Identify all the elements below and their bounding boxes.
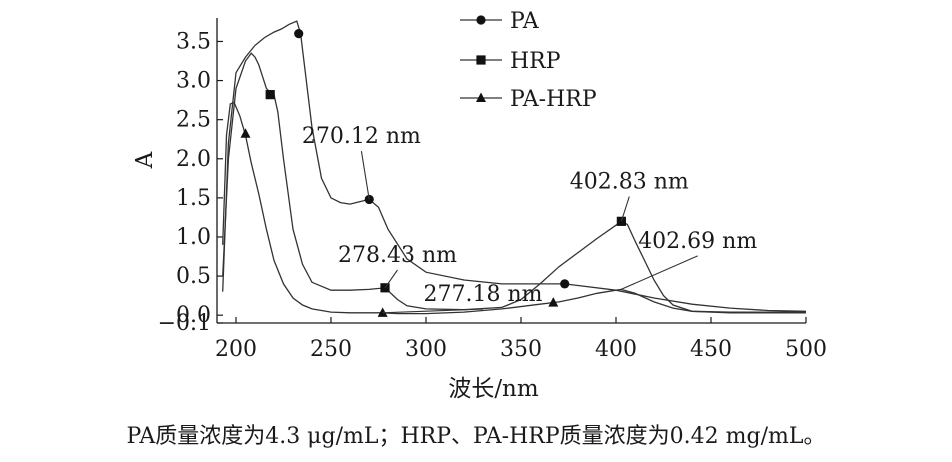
series-line-hrp (222, 52, 806, 313)
x-tick-label: 500 (785, 337, 827, 362)
y-tick-label: 1.0 (176, 225, 211, 250)
peak-annotation: 270.12 nm (302, 124, 421, 149)
y-tick-label: 0.0 (176, 303, 211, 328)
series-line-pa (222, 20, 807, 312)
data-marker-pa-hrp (240, 128, 251, 138)
x-tick-label: 350 (500, 337, 542, 362)
x-tick-label: 400 (595, 337, 637, 362)
data-marker-hrp (380, 283, 390, 293)
y-tick-label: 3.0 (176, 69, 211, 94)
annotation-leader (620, 255, 698, 290)
data-marker-pa (294, 29, 304, 39)
y-tick-label: 0.5 (176, 264, 211, 289)
annotation-leader (620, 196, 630, 222)
annotation-leader (384, 269, 398, 289)
legend-label: PA-HRP (510, 87, 597, 112)
legend-label: HRP (510, 49, 561, 74)
peak-annotation: 277.18 nm (423, 282, 542, 307)
x-tick-label: 200 (215, 337, 257, 362)
peak-annotation: 402.69 nm (638, 229, 757, 254)
data-marker-hrp (265, 90, 275, 100)
legend-label: PA (510, 9, 540, 34)
x-tick-label: 300 (405, 337, 447, 362)
x-tick-label: 450 (690, 337, 732, 362)
y-tick-label: 1.5 (176, 186, 211, 211)
data-marker-hrp (616, 216, 626, 226)
y-tick-label: 2.5 (176, 108, 211, 133)
y-tick-label: −0.1 (158, 311, 211, 336)
x-tick-label: 250 (310, 337, 352, 362)
series-line-pa-hrp (222, 101, 806, 315)
data-marker-pa (560, 279, 570, 289)
figure-caption: PA质量浓度为4.3 μg/mL；HRP、PA-HRP质量浓度为0.42 mg/… (126, 424, 826, 449)
annotation-leader (360, 151, 370, 200)
y-tick-label: 3.5 (176, 29, 211, 54)
peak-annotation: 278.43 nm (338, 243, 457, 268)
x-axis-title: 波长/nm (448, 376, 539, 402)
peak-annotation: 402.83 nm (570, 169, 689, 194)
legend-marker-pa (476, 15, 486, 25)
legend-marker-hrp (476, 55, 486, 65)
annotation-leader (382, 308, 484, 314)
legend-marker-pa-hrp (476, 92, 486, 102)
data-marker-pa-hrp (377, 307, 388, 317)
y-axis-title: A (132, 151, 158, 169)
data-marker-pa-hrp (548, 297, 559, 307)
y-tick-label: 2.0 (176, 147, 211, 172)
